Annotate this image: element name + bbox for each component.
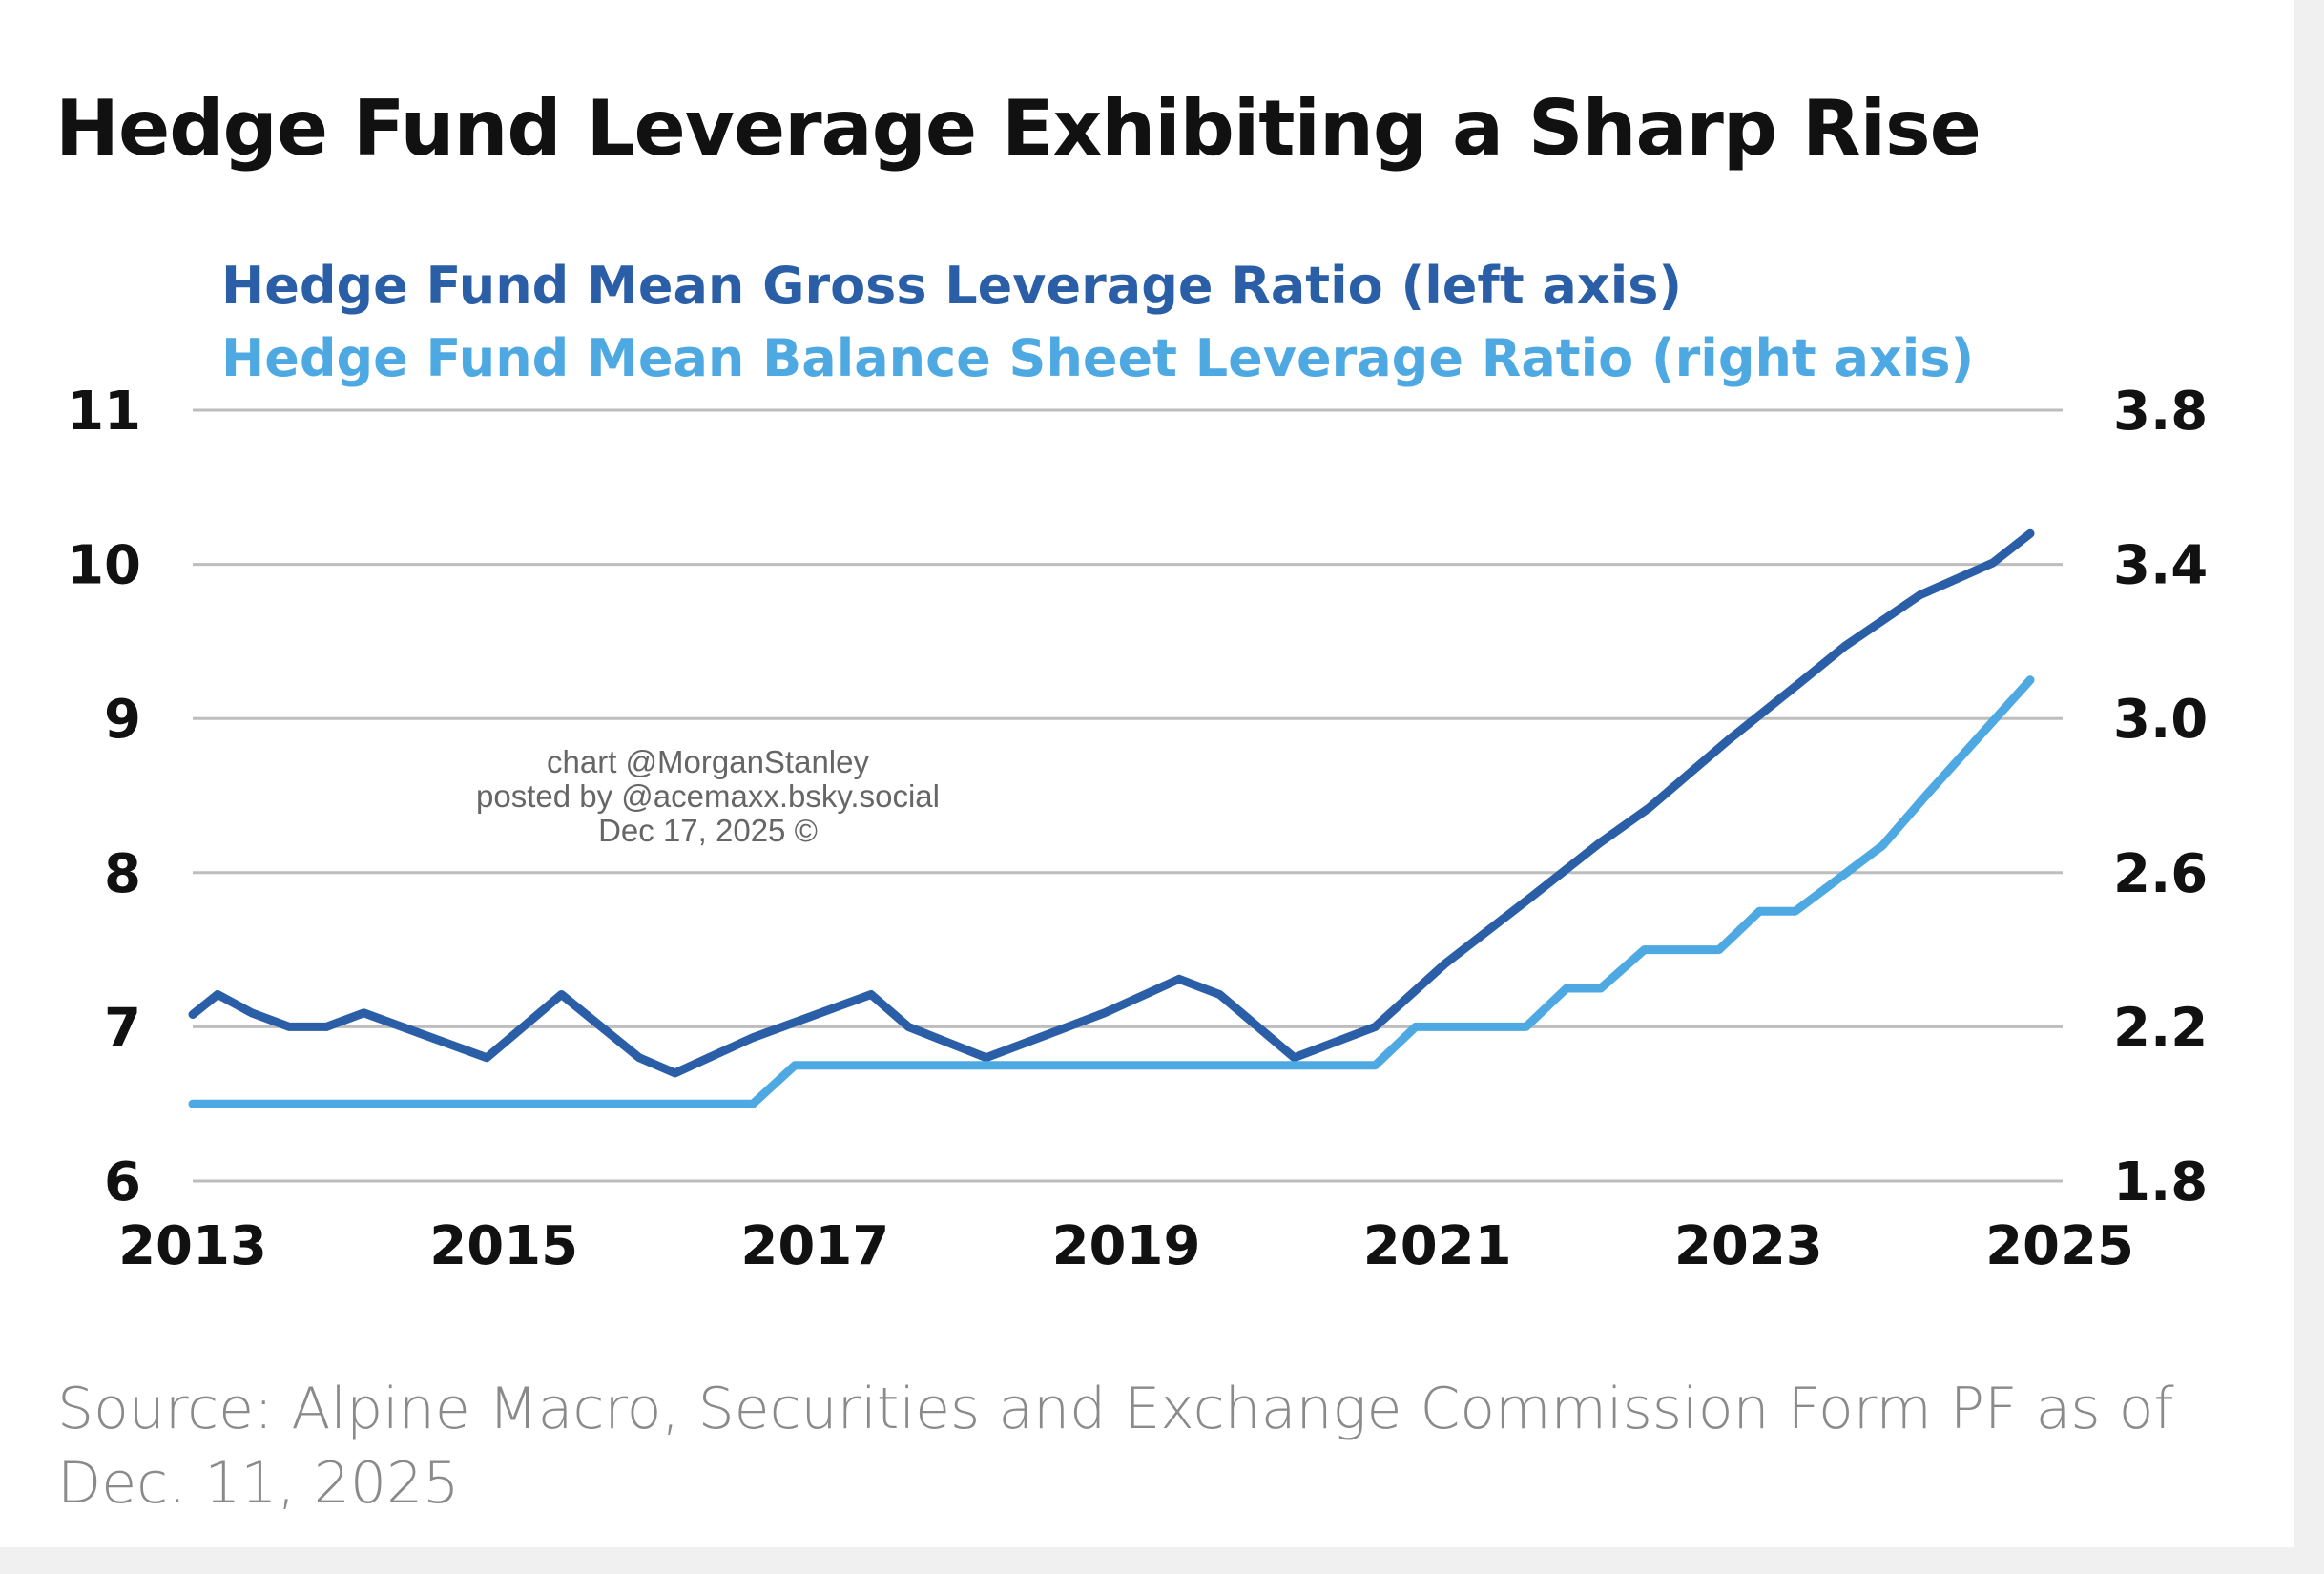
y-left-tick-label: 7 (104, 997, 141, 1059)
y-left-tick-label: 8 (104, 843, 141, 905)
series-line-2 (188, 675, 2035, 1108)
y-right-tick-label: 3.0 (2113, 689, 2208, 751)
x-tick-label: 2017 (740, 1215, 889, 1277)
x-tick-label: 2021 (1363, 1215, 1512, 1277)
y-right-tick-label: 2.6 (2113, 843, 2208, 905)
x-tick-label: 2013 (118, 1215, 267, 1277)
watermark-line: chart @MorganStanley (547, 744, 869, 779)
chart-card: Hedge Fund Leverage Exhibiting a Sharp R… (0, 0, 2294, 1547)
y-right-tick-label: 3.8 (2113, 381, 2208, 443)
x-tick-label: 2015 (429, 1215, 578, 1277)
y-left-tick-label: 6 (104, 1151, 141, 1213)
legend-entry: Hedge Fund Mean Balance Sheet Leverage R… (221, 328, 1974, 388)
y-left-tick-label: 9 (104, 689, 141, 751)
x-tick-label: 2023 (1674, 1215, 1823, 1277)
chart-source: Source: Alpine Macro, Securities and Exc… (57, 1376, 2174, 1517)
y-left-tick-label: 11 (67, 381, 141, 443)
chart-title: Hedge Fund Leverage Exhibiting a Sharp R… (55, 84, 1982, 173)
y-right-tick-label: 3.4 (2113, 535, 2208, 597)
watermark-line: posted by @acemaxx.bsky.social (476, 778, 940, 814)
x-tick-label: 2025 (1985, 1215, 2134, 1277)
y-right-tick-label: 1.8 (2113, 1151, 2208, 1213)
series-line-1 (188, 528, 2035, 1078)
legend-entry: Hedge Fund Mean Gross Leverage Ratio (le… (221, 256, 1682, 316)
x-tick-label: 2019 (1052, 1215, 1201, 1277)
y-right-tick-label: 2.2 (2113, 997, 2208, 1059)
watermark-line: Dec 17, 2025 © (598, 813, 818, 848)
y-left-tick-label: 10 (67, 535, 141, 597)
